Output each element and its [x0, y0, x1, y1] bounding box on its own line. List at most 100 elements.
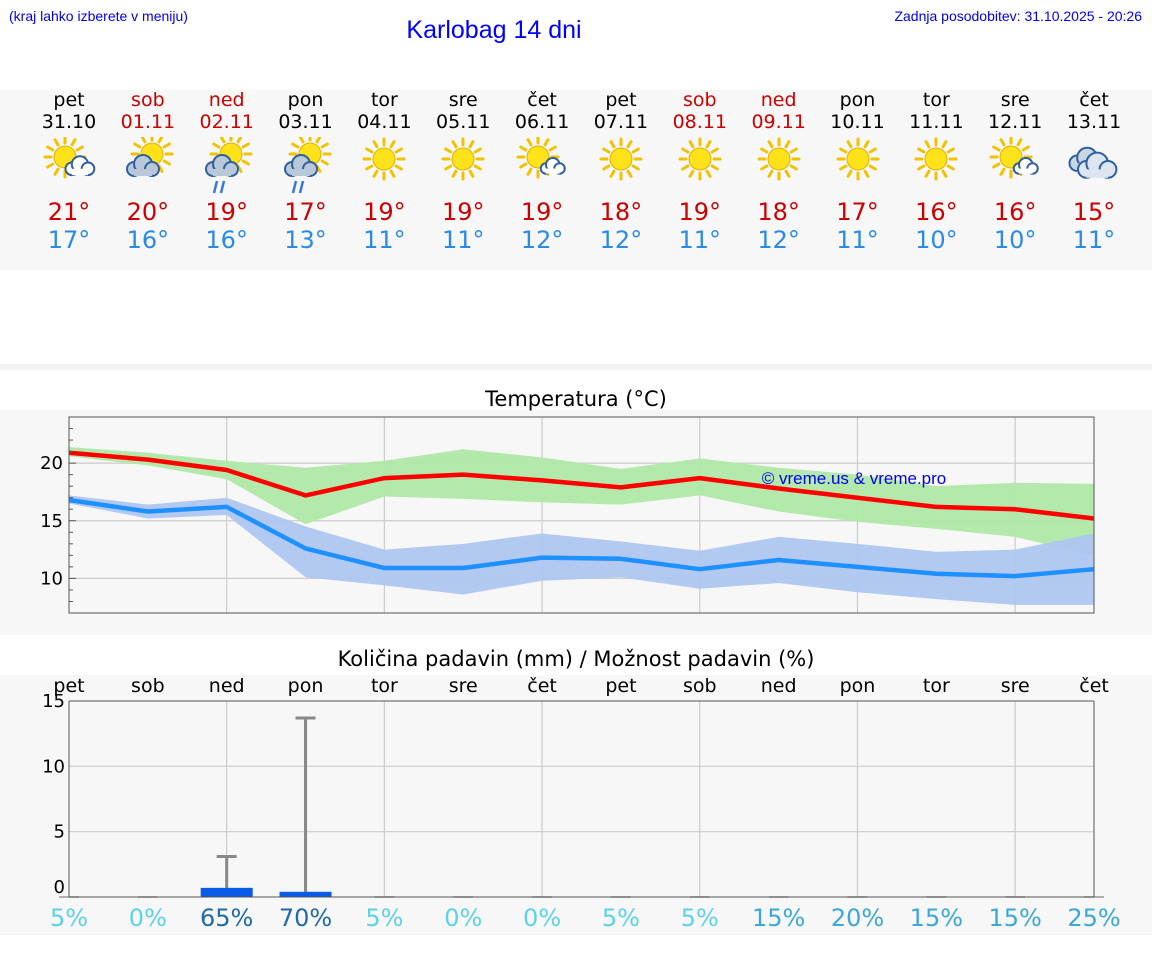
max-temp: 19°	[678, 198, 722, 226]
sun-ray	[133, 142, 142, 149]
cloud-part	[71, 168, 88, 176]
sun-ray	[290, 142, 299, 149]
cloud-icon	[64, 155, 96, 177]
sun-ray	[846, 169, 852, 178]
sun-ray	[688, 169, 695, 178]
max-temp: 18°	[757, 198, 800, 226]
sun-ray	[444, 164, 453, 171]
min-temp: 11°	[678, 226, 722, 254]
sun-ray	[946, 164, 956, 171]
rain-drop	[212, 180, 218, 194]
day-date: 13.11	[1066, 111, 1122, 133]
sun-disc	[526, 145, 550, 169]
sun-cloud-dark-icon	[125, 137, 174, 177]
sun-icon	[757, 137, 801, 181]
sun-icon	[516, 137, 560, 179]
precip-probability: 5%	[49, 904, 89, 932]
sun-icon	[441, 137, 485, 181]
max-temp-line	[68, 450, 1095, 521]
sun-ray	[999, 138, 1006, 147]
precip-day-label: sre	[448, 675, 478, 697]
sun-ray	[917, 147, 926, 154]
precip-y-tick-label: 5	[54, 822, 65, 843]
sun-icon	[362, 137, 406, 181]
day-name: tor	[922, 89, 950, 111]
sun-ray	[389, 169, 396, 178]
sun-ray	[784, 169, 791, 178]
sun-ray	[548, 145, 557, 152]
sun-ray	[526, 138, 533, 147]
max-temp: 19°	[205, 198, 248, 226]
precip-probability: 0%	[128, 904, 167, 932]
day-name: pet	[605, 89, 637, 111]
day-date: 10.11	[830, 111, 885, 133]
cloud-part	[133, 169, 152, 176]
sun-ray	[946, 147, 956, 154]
precip-day-label: čet	[1079, 675, 1109, 697]
min-temp: 13°	[284, 226, 327, 254]
sun-ray	[389, 140, 396, 149]
sun-ray	[46, 145, 55, 152]
sun-ray	[395, 147, 404, 154]
sun-ray	[468, 140, 475, 149]
sun-ray	[70, 138, 77, 147]
max-temp: 19°	[441, 198, 485, 226]
sun-ray	[705, 140, 712, 149]
precip-day-label: ned	[760, 675, 797, 697]
day-date: 12.11	[987, 111, 1043, 133]
min-temp: 11°	[441, 226, 485, 254]
sun-ray	[868, 147, 877, 154]
dark-cloud-icon	[125, 154, 160, 177]
cloud-part	[212, 169, 231, 176]
day-name: sre	[448, 89, 478, 111]
min-temp: 10°	[993, 226, 1037, 254]
min-temp: 10°	[915, 226, 958, 254]
precip-day-label: sre	[1000, 675, 1030, 697]
sun-ray	[992, 145, 1001, 152]
precip-bar	[200, 887, 253, 897]
sun-ray	[784, 140, 791, 149]
sun-ray	[157, 137, 164, 144]
precip-probability: 70%	[278, 904, 333, 932]
last-updated: Zadnja posodobitev: 31.10.2025 - 20:26	[894, 8, 1142, 24]
cloud-part	[291, 169, 310, 176]
min-temp: 17°	[47, 226, 91, 254]
sun-ray	[519, 162, 528, 169]
precip-probability: 25%	[1067, 904, 1121, 932]
cloud-part	[1019, 168, 1033, 174]
sun-ray	[609, 140, 616, 149]
sun-icon	[678, 137, 722, 181]
sun-ray	[211, 142, 221, 149]
temperature-chart-title: Temperatura (°C)	[485, 387, 667, 411]
day-date: 05.11	[436, 111, 491, 133]
day-date: 11.11	[909, 111, 964, 133]
precip-day-label: pon	[287, 675, 324, 697]
max-temp: 17°	[284, 198, 327, 226]
sun-icon	[362, 137, 406, 181]
precip-probability: 20%	[830, 904, 885, 932]
sun-ray	[941, 169, 948, 178]
precip-day-label: tor	[922, 675, 950, 697]
temp-y-tick-label: 15	[40, 511, 63, 532]
day-date: 06.11	[514, 111, 570, 133]
sun-ray	[767, 169, 774, 178]
precip-day-label: pon	[839, 675, 876, 697]
precip-day-label: pet	[605, 675, 637, 697]
sun-ray	[1021, 145, 1031, 152]
sun-ray	[789, 164, 798, 171]
sun-rain-icon	[283, 137, 332, 194]
location-hint: (kraj lahko izberete v meniju)	[9, 8, 188, 24]
sun-ray	[999, 167, 1006, 176]
day-name: tor	[370, 89, 398, 111]
sun-ray	[917, 164, 926, 171]
sun-ray	[941, 140, 948, 149]
precip-day-label: ned	[208, 675, 245, 697]
temp-plot-frame	[68, 416, 1095, 614]
max-temp: 17°	[836, 198, 879, 226]
precip-y-tick-label: 15	[42, 691, 65, 712]
day-name: sre	[1000, 89, 1030, 111]
sun-ray	[395, 164, 404, 171]
precip-y-tick-label: 10	[42, 756, 65, 777]
day-name: sob	[131, 89, 165, 111]
precip-day-label: sob	[131, 675, 165, 697]
